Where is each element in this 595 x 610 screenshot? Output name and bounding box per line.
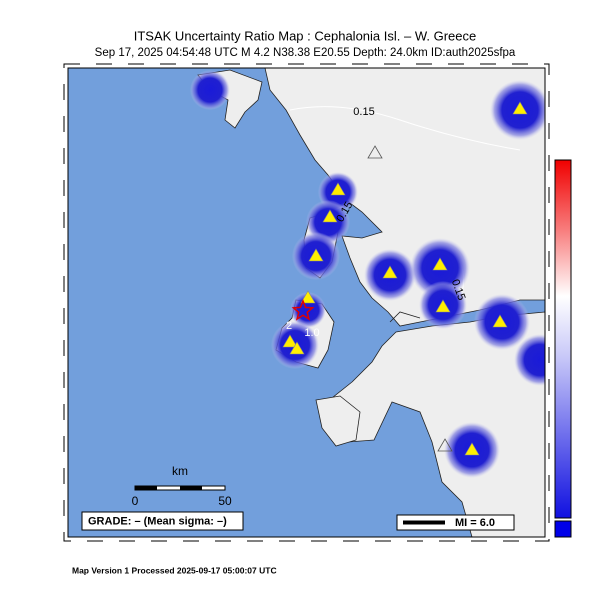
legend-box: [396, 514, 515, 531]
map-area: 0.15 0.15 0.15 1.0 2 GRADE: – (Mean sigm…: [68, 68, 545, 537]
legend-text: MI = 6.0: [455, 517, 495, 529]
zakynthos: [315, 395, 361, 447]
scale-unit: km: [172, 464, 188, 478]
colorbar: [554, 159, 572, 519]
contour-label: 2: [286, 320, 292, 332]
contour: [289, 106, 521, 151]
scale-start: 0: [132, 494, 139, 508]
map-frame: [67, 67, 546, 538]
scale-bar: [134, 485, 226, 491]
footer: Map Version 1 Processed 2025-09-17 05:00…: [72, 565, 277, 575]
epicenter: [291, 299, 315, 321]
inactive-stations: [367, 145, 453, 452]
coast: [389, 311, 421, 323]
colorbar-min: [554, 520, 572, 538]
contour-label: 0.15: [353, 106, 374, 118]
stations: [282, 101, 528, 456]
grade-text: GRADE: – (Mean sigma: –): [88, 515, 227, 527]
contour-label: 1.0: [304, 327, 319, 339]
map-subtitle: Sep 17, 2025 04:54:48 UTC M 4.2 N38.38 E…: [95, 47, 516, 59]
scale-end: 50: [218, 494, 232, 508]
grade-box: [81, 511, 244, 531]
map-title: ITSAK Uncertainty Ratio Map : Cephalonia…: [134, 28, 476, 43]
